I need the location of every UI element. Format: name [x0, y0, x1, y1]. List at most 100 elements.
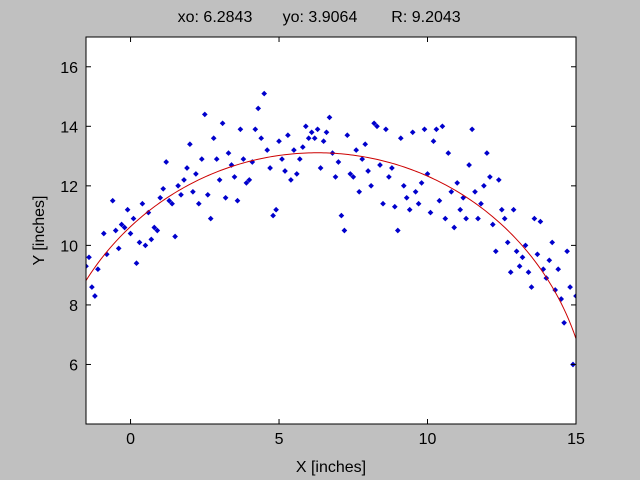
data-point [365, 168, 371, 174]
data-point [344, 132, 351, 139]
data-point [507, 269, 514, 276]
data-point [335, 159, 342, 165]
data-point [436, 197, 443, 204]
data-point [124, 206, 131, 213]
data-point [213, 156, 220, 162]
data-point [513, 248, 520, 255]
data-point [225, 150, 232, 156]
data-point [255, 105, 262, 112]
data-point [356, 188, 363, 195]
data-point [151, 224, 158, 231]
axis-ticks: 0 5 10 15 6 8 10 12 14 16 [60, 37, 585, 448]
data-point [92, 293, 98, 299]
data-point [237, 126, 244, 133]
data-point [475, 215, 481, 222]
data-point [323, 129, 330, 136]
data-point [299, 144, 306, 150]
data-point [466, 162, 472, 168]
data-point [534, 251, 541, 258]
data-point [270, 212, 276, 219]
data-point [409, 129, 416, 136]
data-point [445, 150, 452, 156]
y-tick-label: 12 [60, 179, 78, 196]
data-point [338, 212, 345, 219]
data-point [222, 194, 229, 201]
data-point [501, 215, 508, 222]
x-tick-label: 5 [275, 431, 284, 448]
data-point [285, 132, 291, 139]
data-point [567, 284, 573, 290]
data-point [362, 141, 369, 148]
data-point [457, 206, 464, 213]
data-point [492, 248, 499, 255]
data-point [484, 150, 490, 156]
data-point [157, 194, 164, 201]
data-point [127, 230, 134, 237]
y-tick-label: 8 [69, 298, 78, 315]
data-point [142, 242, 149, 249]
data-point [555, 266, 562, 273]
y-axis-label: Y [inches] [31, 196, 48, 266]
data-point [341, 227, 348, 234]
data-point [243, 180, 250, 186]
data-point [442, 215, 449, 222]
data-point [181, 177, 187, 183]
data-point [86, 263, 89, 270]
data-point [264, 147, 271, 153]
data-point [454, 180, 461, 186]
data-point [389, 165, 395, 171]
data-point [386, 174, 392, 180]
data-point [546, 257, 553, 264]
data-point [350, 174, 357, 180]
data-point [258, 135, 265, 142]
data-points [86, 90, 576, 368]
data-point [279, 156, 285, 162]
data-point [172, 233, 178, 240]
data-point [415, 200, 422, 207]
data-point [302, 123, 309, 130]
data-point [193, 171, 199, 177]
data-point [148, 236, 155, 243]
data-point [121, 224, 128, 231]
data-point [201, 111, 208, 118]
data-point [246, 177, 253, 183]
x-tick-label: 10 [419, 431, 437, 448]
data-point [89, 284, 95, 290]
data-point [374, 123, 380, 130]
data-point [231, 174, 238, 180]
data-point [531, 215, 538, 222]
data-point [252, 126, 259, 133]
data-point [561, 319, 567, 326]
data-point [118, 221, 125, 228]
data-point [427, 209, 434, 216]
data-point [145, 209, 152, 216]
data-point [234, 197, 241, 204]
data-point [498, 206, 505, 213]
data-point [552, 287, 559, 293]
title-r: R: 9.2043 [391, 9, 460, 26]
data-point [347, 171, 354, 177]
data-point [115, 245, 122, 252]
data-point [383, 126, 389, 133]
data-point [516, 263, 523, 270]
data-point [296, 156, 303, 162]
data-point [187, 141, 193, 148]
data-point [481, 182, 487, 189]
data-point [276, 138, 282, 145]
data-point [403, 194, 410, 201]
x-axis-label: X [inches] [296, 459, 366, 476]
y-tick-label: 10 [60, 238, 78, 255]
data-point [86, 254, 92, 261]
data-point [489, 221, 496, 228]
data-point [472, 188, 478, 195]
data-point [175, 182, 181, 189]
x-tick-label: 0 [126, 431, 135, 448]
data-point [412, 188, 419, 195]
y-tick-label: 14 [60, 119, 78, 136]
data-point [210, 135, 217, 142]
data-point [207, 215, 214, 222]
data-point [305, 135, 312, 142]
data-point [184, 165, 190, 171]
data-point [291, 147, 297, 153]
